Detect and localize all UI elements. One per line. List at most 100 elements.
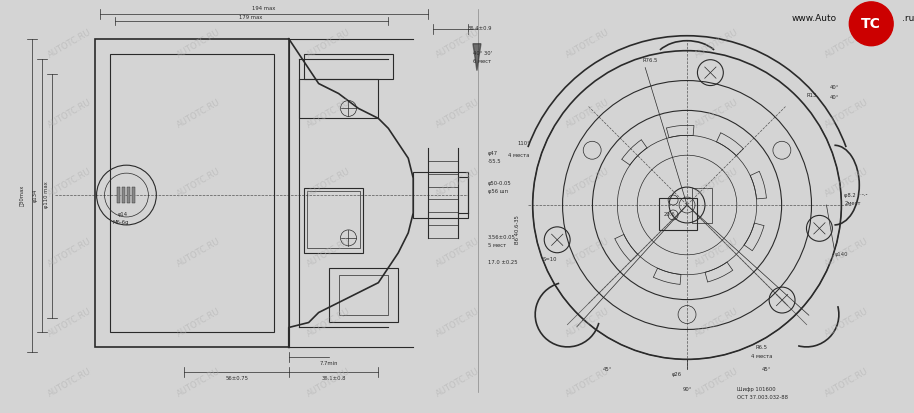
- Bar: [303, 188, 364, 253]
- Text: AUTOTC.RU: AUTOTC.RU: [305, 366, 352, 398]
- Text: φ8.2  ⁻⁰⋅²: φ8.2 ⁻⁰⋅²: [845, 192, 868, 197]
- Text: 40°: 40°: [830, 95, 839, 100]
- Text: 7.7min: 7.7min: [319, 361, 338, 366]
- Text: AUTOTC.RU: AUTOTC.RU: [175, 237, 222, 269]
- Text: R6.5: R6.5: [756, 345, 768, 350]
- Text: 90°: 90°: [683, 387, 692, 392]
- Bar: [692, 188, 712, 223]
- Text: S=10: S=10: [543, 257, 558, 262]
- Text: 3.56±0.05: 3.56±0.05: [488, 235, 515, 240]
- Bar: [303, 54, 393, 78]
- Text: R76.5: R76.5: [643, 58, 657, 63]
- Text: 17.0 ±0.25: 17.0 ±0.25: [488, 260, 517, 265]
- Text: AUTOTC.RU: AUTOTC.RU: [47, 306, 93, 339]
- Text: AUTOTC.RU: AUTOTC.RU: [47, 28, 93, 60]
- Text: ඁ30max: ඁ30max: [19, 184, 25, 206]
- Text: AUTOTC.RU: AUTOTC.RU: [564, 167, 611, 199]
- Text: φ110 max: φ110 max: [44, 182, 49, 209]
- Text: AUTOTC.RU: AUTOTC.RU: [824, 306, 869, 339]
- Text: 4 места: 4 места: [751, 354, 772, 359]
- Polygon shape: [473, 44, 481, 71]
- Text: AUTOTC.RU: AUTOTC.RU: [305, 167, 352, 199]
- Text: 45°: 45°: [762, 367, 771, 372]
- Text: Шифр 101600: Шифр 101600: [737, 387, 775, 392]
- Text: 4 места: 4 места: [508, 153, 530, 158]
- Bar: [118, 187, 121, 203]
- Text: φ14: φ14: [118, 212, 128, 218]
- Text: 2мест: 2мест: [845, 201, 861, 206]
- Text: AUTOTC.RU: AUTOTC.RU: [694, 28, 740, 60]
- Text: AUTOTC.RU: AUTOTC.RU: [47, 167, 93, 199]
- Text: φ26: φ26: [672, 372, 682, 377]
- Bar: [413, 172, 468, 218]
- Text: AUTOTC.RU: AUTOTC.RU: [694, 306, 740, 339]
- Text: AUTOTC.RU: AUTOTC.RU: [824, 97, 869, 129]
- Text: AUTOTC.RU: AUTOTC.RU: [305, 237, 352, 269]
- Text: 110°: 110°: [517, 141, 530, 146]
- Text: AUTOTC.RU: AUTOTC.RU: [564, 366, 611, 398]
- Text: 40°: 40°: [830, 85, 839, 90]
- Text: AUTOTC.RU: AUTOTC.RU: [435, 366, 482, 398]
- Text: AUTOTC.RU: AUTOTC.RU: [47, 97, 93, 129]
- Text: AUTOTC.RU: AUTOTC.RU: [694, 167, 740, 199]
- Text: AUTOTC.RU: AUTOTC.RU: [47, 237, 93, 269]
- Text: AUTOTC.RU: AUTOTC.RU: [564, 306, 611, 339]
- Text: AUTOTC.RU: AUTOTC.RU: [175, 97, 222, 129]
- Bar: [94, 39, 289, 347]
- Bar: [127, 187, 131, 203]
- Bar: [338, 275, 388, 315]
- Text: AUTOTC.RU: AUTOTC.RU: [175, 366, 222, 398]
- Text: AUTOTC.RU: AUTOTC.RU: [824, 28, 869, 60]
- Text: AUTOTC.RU: AUTOTC.RU: [435, 237, 482, 269]
- Text: 40° 30': 40° 30': [473, 51, 492, 56]
- Text: 5 мест: 5 мест: [488, 243, 506, 248]
- Text: B6 40.6-35: B6 40.6-35: [515, 216, 520, 244]
- Text: AUTOTC.RU: AUTOTC.RU: [824, 237, 869, 269]
- Bar: [307, 191, 360, 248]
- Bar: [299, 78, 378, 119]
- Text: 45°: 45°: [602, 367, 612, 372]
- Text: φ47: φ47: [488, 151, 498, 156]
- Text: 36.4±0.9: 36.4±0.9: [468, 26, 493, 31]
- Text: AUTOTC.RU: AUTOTC.RU: [824, 366, 869, 398]
- Text: www.Auto: www.Auto: [792, 14, 836, 23]
- Text: AUTOTC.RU: AUTOTC.RU: [305, 28, 352, 60]
- Text: φ140: φ140: [834, 252, 848, 257]
- Text: 56±0.75: 56±0.75: [226, 376, 249, 381]
- Text: .ru: .ru: [902, 14, 914, 23]
- Text: ОСТ 37.003.032-88: ОСТ 37.003.032-88: [737, 395, 788, 400]
- Text: AUTOTC.RU: AUTOTC.RU: [564, 97, 611, 129]
- Text: 179 max: 179 max: [239, 15, 262, 20]
- Bar: [122, 187, 125, 203]
- Text: AUTOTC.RU: AUTOTC.RU: [175, 28, 222, 60]
- Text: φ50-0.05: φ50-0.05: [488, 180, 512, 185]
- Text: 194 max: 194 max: [252, 6, 275, 11]
- Text: φ134: φ134: [32, 188, 37, 202]
- Bar: [328, 268, 399, 323]
- Text: AUTOTC.RU: AUTOTC.RU: [175, 306, 222, 339]
- Text: 20.6: 20.6: [664, 212, 675, 218]
- Bar: [659, 198, 697, 230]
- Text: AUTOTC.RU: AUTOTC.RU: [305, 97, 352, 129]
- Bar: [110, 54, 274, 332]
- Text: AUTOTC.RU: AUTOTC.RU: [694, 237, 740, 269]
- Text: M6-6g: M6-6g: [112, 221, 129, 225]
- Text: AUTOTC.RU: AUTOTC.RU: [435, 167, 482, 199]
- Text: AUTOTC.RU: AUTOTC.RU: [435, 306, 482, 339]
- Text: AUTOTC.RU: AUTOTC.RU: [564, 237, 611, 269]
- Text: φ56 шп: φ56 шп: [488, 189, 508, 194]
- Text: -55.5: -55.5: [488, 159, 502, 164]
- Text: AUTOTC.RU: AUTOTC.RU: [175, 167, 222, 199]
- Bar: [133, 187, 135, 203]
- Circle shape: [849, 2, 893, 46]
- Text: TC: TC: [861, 17, 881, 31]
- Text: AUTOTC.RU: AUTOTC.RU: [564, 28, 611, 60]
- Text: AUTOTC.RU: AUTOTC.RU: [824, 167, 869, 199]
- Text: AUTOTC.RU: AUTOTC.RU: [47, 366, 93, 398]
- Text: AUTOTC.RU: AUTOTC.RU: [435, 28, 482, 60]
- Text: 36.1±0.8: 36.1±0.8: [322, 376, 345, 381]
- Text: AUTOTC.RU: AUTOTC.RU: [694, 97, 740, 129]
- Text: R13: R13: [806, 93, 816, 98]
- Text: AUTOTC.RU: AUTOTC.RU: [694, 366, 740, 398]
- Text: AUTOTC.RU: AUTOTC.RU: [305, 306, 352, 339]
